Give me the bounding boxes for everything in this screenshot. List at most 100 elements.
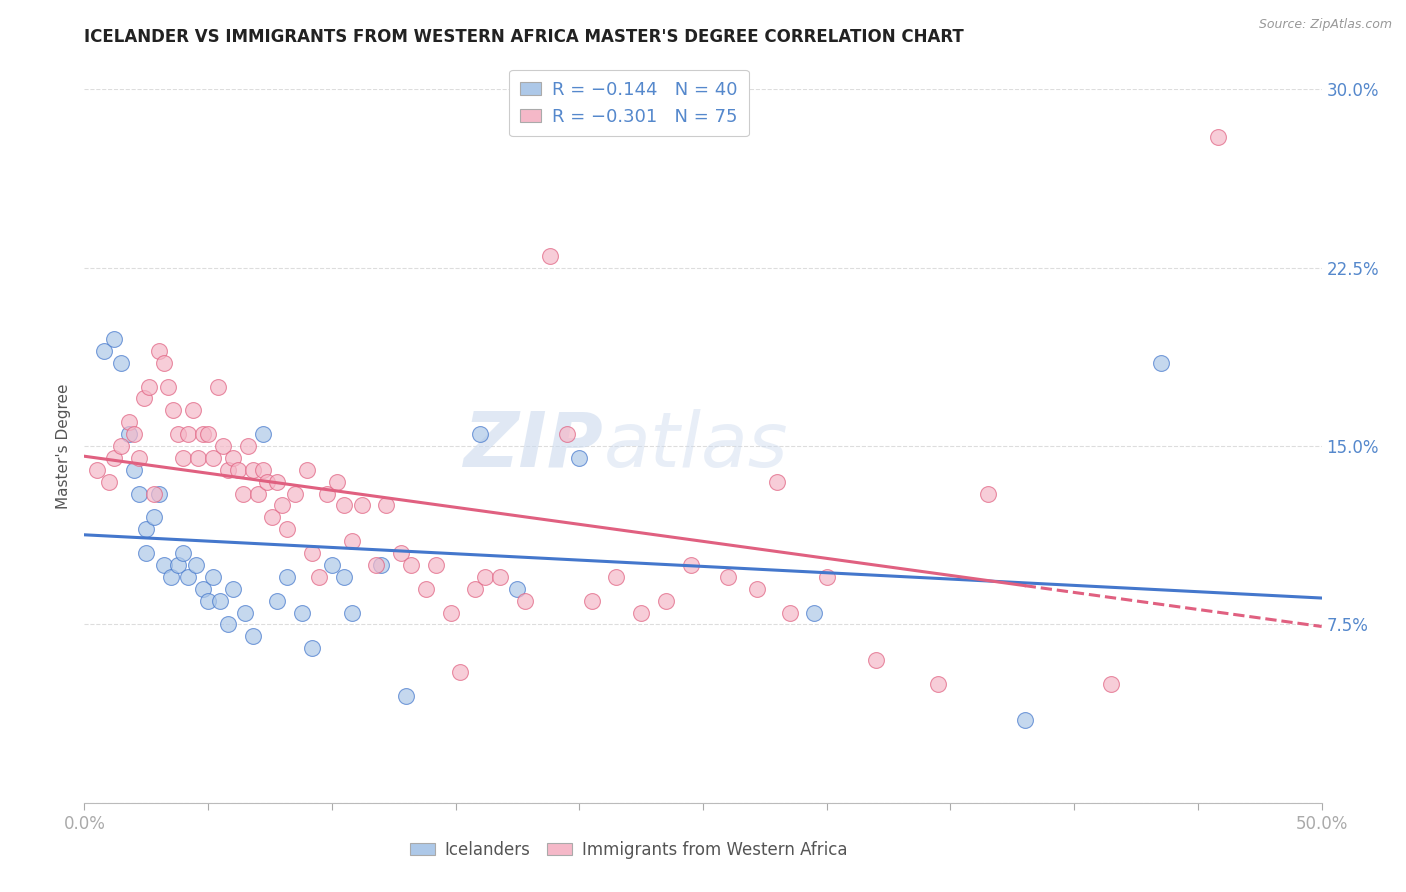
- Point: [291, 606, 314, 620]
- Point: [276, 570, 298, 584]
- Point: [157, 379, 180, 393]
- Point: [222, 450, 245, 465]
- Point: [135, 522, 157, 536]
- Point: [191, 582, 214, 596]
- Point: [271, 499, 294, 513]
- Point: [389, 546, 412, 560]
- Point: [375, 499, 398, 513]
- Point: [308, 570, 330, 584]
- Point: [1206, 129, 1229, 144]
- Point: [209, 593, 232, 607]
- Point: [301, 641, 323, 656]
- Point: [122, 463, 145, 477]
- Point: [262, 510, 284, 524]
- Point: [321, 558, 343, 572]
- Point: [326, 475, 349, 489]
- Point: [236, 439, 259, 453]
- Point: [98, 475, 121, 489]
- Point: [191, 427, 214, 442]
- Point: [202, 450, 225, 465]
- Point: [568, 450, 591, 465]
- Point: [138, 379, 160, 393]
- Point: [399, 558, 422, 572]
- Point: [148, 343, 170, 358]
- Point: [266, 475, 288, 489]
- Point: [276, 522, 298, 536]
- Point: [242, 463, 264, 477]
- Point: [581, 593, 603, 607]
- Point: [605, 570, 627, 584]
- Text: atlas: atlas: [605, 409, 789, 483]
- Point: [340, 606, 363, 620]
- Point: [217, 617, 239, 632]
- Point: [630, 606, 652, 620]
- Point: [222, 582, 245, 596]
- Point: [132, 392, 155, 406]
- Point: [439, 606, 461, 620]
- Point: [122, 427, 145, 442]
- Point: [128, 486, 150, 500]
- Point: [167, 427, 190, 442]
- Point: [366, 558, 388, 572]
- Point: [202, 570, 225, 584]
- Point: [803, 606, 825, 620]
- Point: [172, 546, 194, 560]
- Legend: Icelanders, Immigrants from Western Africa: Icelanders, Immigrants from Western Afri…: [404, 835, 855, 866]
- Point: [177, 570, 200, 584]
- Point: [252, 463, 274, 477]
- Point: [425, 558, 447, 572]
- Text: ICELANDER VS IMMIGRANTS FROM WESTERN AFRICA MASTER'S DEGREE CORRELATION CHART: ICELANDER VS IMMIGRANTS FROM WESTERN AFR…: [84, 29, 965, 46]
- Point: [148, 486, 170, 500]
- Point: [212, 439, 235, 453]
- Point: [927, 677, 949, 691]
- Point: [450, 665, 472, 679]
- Point: [152, 558, 174, 572]
- Point: [128, 450, 150, 465]
- Point: [333, 570, 356, 584]
- Point: [333, 499, 356, 513]
- Point: [110, 356, 132, 370]
- Point: [256, 475, 278, 489]
- Point: [655, 593, 678, 607]
- Point: [93, 343, 115, 358]
- Point: [976, 486, 998, 500]
- Point: [747, 582, 769, 596]
- Point: [103, 450, 125, 465]
- Point: [766, 475, 789, 489]
- Point: [177, 427, 200, 442]
- Text: Source: ZipAtlas.com: Source: ZipAtlas.com: [1258, 18, 1392, 31]
- Point: [1014, 713, 1036, 727]
- Y-axis label: Master's Degree: Master's Degree: [56, 384, 72, 508]
- Point: [1150, 356, 1173, 370]
- Point: [162, 403, 184, 417]
- Point: [555, 427, 578, 442]
- Point: [370, 558, 392, 572]
- Point: [86, 463, 108, 477]
- Point: [464, 582, 486, 596]
- Point: [295, 463, 318, 477]
- Point: [395, 689, 418, 703]
- Point: [246, 486, 269, 500]
- Point: [679, 558, 702, 572]
- Point: [301, 546, 323, 560]
- Point: [118, 427, 141, 442]
- Point: [181, 403, 204, 417]
- Point: [865, 653, 887, 667]
- Point: [284, 486, 307, 500]
- Point: [142, 510, 165, 524]
- Point: [489, 570, 512, 584]
- Point: [233, 606, 256, 620]
- Point: [172, 450, 194, 465]
- Point: [779, 606, 801, 620]
- Point: [350, 499, 373, 513]
- Point: [167, 558, 190, 572]
- Point: [474, 570, 496, 584]
- Text: ZIP: ZIP: [464, 409, 605, 483]
- Point: [217, 463, 239, 477]
- Point: [118, 415, 141, 429]
- Point: [207, 379, 229, 393]
- Point: [252, 427, 274, 442]
- Point: [187, 450, 209, 465]
- Point: [266, 593, 288, 607]
- Point: [103, 332, 125, 346]
